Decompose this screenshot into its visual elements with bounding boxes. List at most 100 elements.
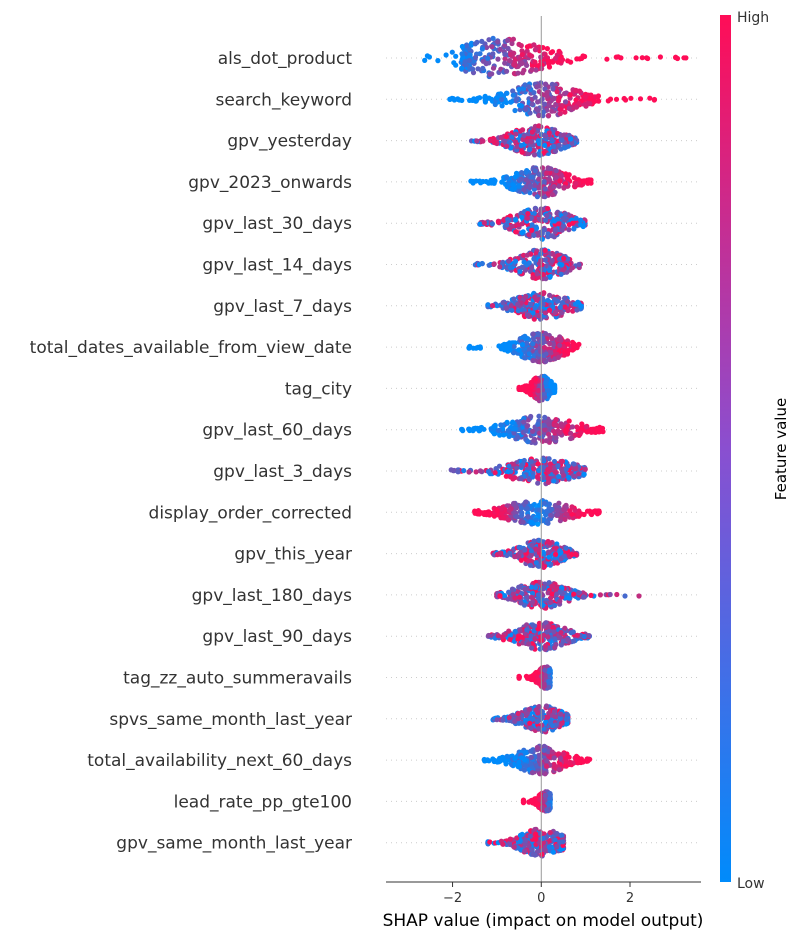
shap-point [574,757,580,763]
shap-point [533,707,539,713]
shap-point [512,139,519,145]
shap-point [535,331,542,337]
shap-point [553,226,559,233]
feature-row: gpv_yesterday [227,123,701,158]
shap-point [519,510,525,516]
shap-point [576,432,582,438]
shap-point [553,417,559,423]
shap-point [531,186,537,192]
shap-point [520,229,526,235]
shap-point [523,428,529,434]
shap-point [523,499,529,505]
shap-point [539,804,546,810]
shap-point [524,215,531,221]
shap-point [504,68,510,74]
shap-point [504,345,510,351]
shap-point [490,756,496,762]
shap-point [542,132,548,139]
shap-point [556,221,562,227]
shap-point [535,107,541,113]
shap-point [553,101,559,107]
shap-point [552,636,558,642]
shap-point [547,267,553,273]
shap-point [583,424,589,430]
shap-point [521,767,528,773]
shap-point [489,71,495,77]
shap-point [510,92,516,98]
shap-point [515,308,521,314]
shap-point [545,623,551,630]
shap-point [526,232,532,238]
shap-point [518,463,525,469]
shap-point [568,59,574,65]
shap-point [566,474,572,481]
shap-point [521,457,527,464]
shap-point [426,54,432,60]
shap-point [459,51,465,57]
shap-point [587,101,593,107]
shap-point [546,112,552,119]
feature-row: total_availability_next_60_days [87,743,701,777]
shap-point [534,474,541,480]
shap-point [443,52,449,58]
shap-point [556,474,562,480]
shap-point [523,293,529,299]
shap-point [561,185,567,191]
shap-point [543,763,550,769]
shap-point [515,222,521,228]
shap-point [557,598,563,604]
shap-point [526,346,532,352]
shap-point [473,469,479,475]
shap-point [516,347,522,353]
feature-row: gpv_last_14_days [202,247,701,282]
shap-point [526,260,532,266]
feature-label: total_availability_next_60_days [87,751,352,771]
shap-point [644,55,650,61]
shap-point [657,54,664,60]
shap-point [530,716,536,722]
shap-point [512,217,519,223]
shap-point [555,354,562,360]
shap-point [504,753,510,760]
shap-point [459,43,465,50]
shap-point [520,799,527,805]
shap-point [506,715,512,721]
shap-point [549,49,556,55]
shap-point [489,221,495,227]
shap-point [459,65,465,71]
shap-point [549,749,555,755]
shap-point [568,430,574,436]
shap-point [519,148,525,155]
shap-point [477,221,483,227]
shap-point [559,227,565,233]
shap-point [490,51,496,57]
shap-point [527,52,533,58]
shap-point [533,546,539,552]
shap-point [543,703,550,709]
shap-point [505,428,511,434]
shap-point [509,223,516,229]
feature-row: tag_city [285,373,701,404]
shap-point [589,429,595,435]
shap-point [571,343,577,349]
shap-point [532,168,538,174]
shap-point [520,264,526,270]
feature-label: total_dates_available_from_view_date [30,338,352,358]
shap-point [521,419,527,425]
shap-point [549,335,555,341]
shap-point [532,305,538,311]
shap-point [622,593,628,599]
shap-point [511,50,517,56]
shap-point [482,95,488,101]
shap-point [456,97,462,103]
shap-point [521,187,527,193]
shap-point [504,143,510,149]
shap-point [512,174,518,180]
shap-point [536,123,542,129]
feature-row: gpv_last_180_days [192,579,701,611]
feature-label: gpv_last_14_days [202,256,352,276]
shap-point [500,717,506,723]
shap-point [529,770,536,776]
shap-point [515,301,521,307]
shap-point [545,387,551,393]
